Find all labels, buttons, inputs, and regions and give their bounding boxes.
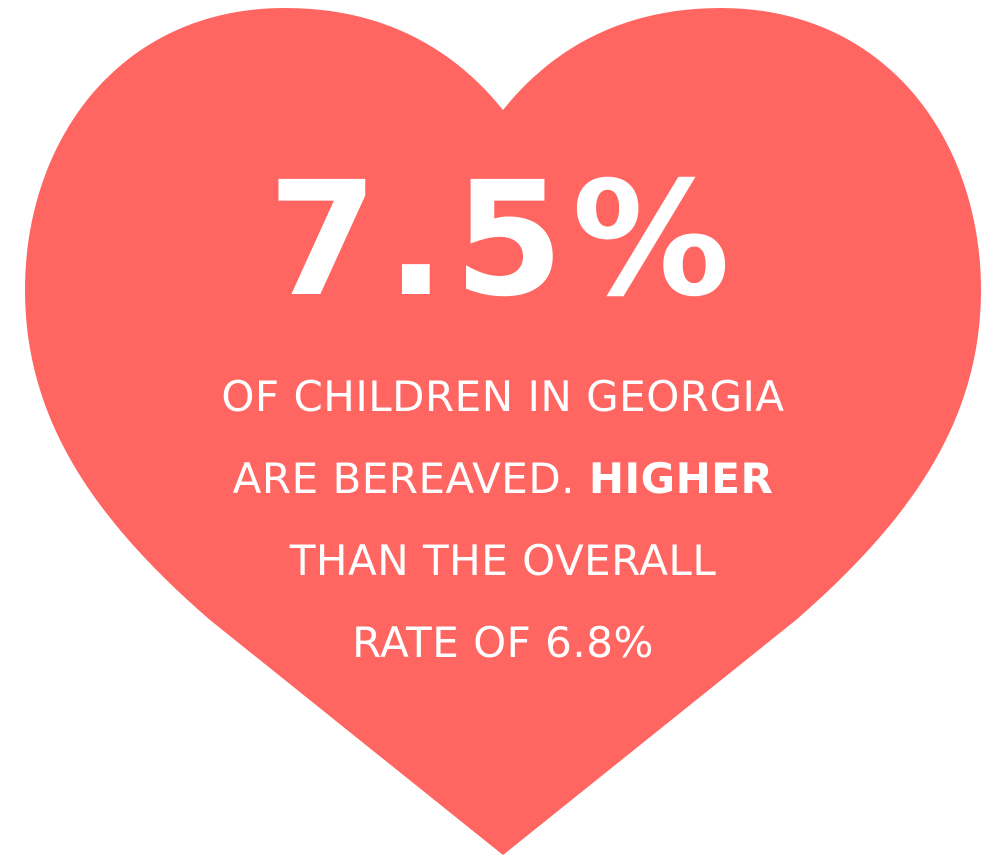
- heart-shape: [25, 8, 981, 855]
- caption-line-2-regular: ARE BEREAVED.: [232, 454, 589, 503]
- caption-line-2: ARE BEREAVED. HIGHER: [0, 438, 1006, 520]
- statistic-value: 7.5%: [267, 148, 739, 332]
- caption-line-4: RATE OF 6.8%: [352, 618, 654, 667]
- statistic-caption: OF CHILDREN IN GEORGIA ARE BEREAVED. HIG…: [0, 356, 1006, 684]
- caption-line-3: THAN THE OVERALL: [289, 536, 717, 585]
- caption-line-1: OF CHILDREN IN GEORGIA: [221, 372, 785, 421]
- caption-emphasis-higher: HIGHER: [588, 454, 774, 503]
